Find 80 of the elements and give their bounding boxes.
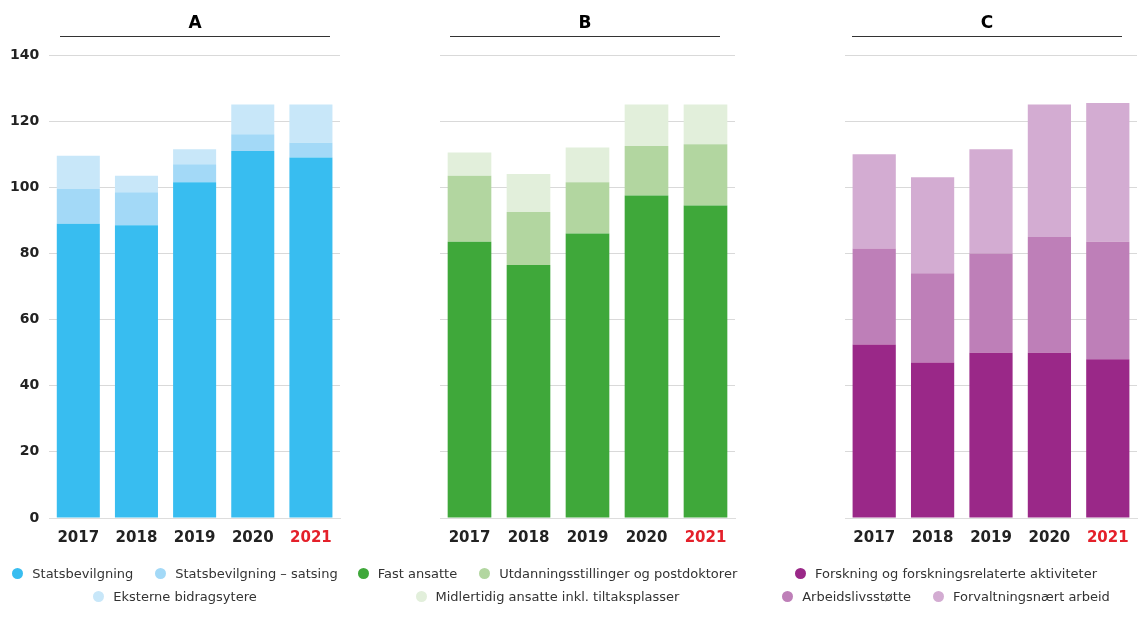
bar [910,362,955,518]
chart-title: C [852,12,1122,37]
bar [852,154,896,249]
bar [173,164,217,183]
bar [565,182,610,234]
x-tick-label: 2020 [231,527,274,546]
x-tick-label: 2020 [625,527,668,546]
y-tick-label: 0 [29,508,40,525]
x-tick-label: 2019 [970,527,1012,546]
legend-label: Statsbevilgning [32,566,134,581]
bar [114,175,158,193]
bar [231,134,275,151]
bar [624,195,669,518]
legend-label: Fast ansatte [377,566,458,581]
bar [1086,241,1130,360]
bar [624,145,669,196]
bar [624,104,669,146]
bar [683,205,728,518]
bar [447,241,492,518]
y-tick-label: 20 [19,442,40,459]
legend-label: Eksterne bidragsytere [113,589,257,604]
x-tick-label: 2018 [507,527,550,546]
chart-title: A [60,12,330,37]
bar [683,144,728,206]
y-tick-label: 40 [19,376,40,393]
x-tick-label: 2021 [684,527,727,546]
bar [506,265,551,518]
x-tick-label: 2020 [1028,527,1071,546]
bar [289,157,333,518]
y-tick-label: 80 [19,244,40,261]
bar [506,174,551,213]
bar [1027,352,1072,518]
bar [683,104,728,145]
bar [969,352,1013,518]
bar [565,233,610,518]
bar [447,152,492,176]
bar [969,253,1013,353]
legend-label: Utdanningsstillinger og postdoktorer [499,566,738,581]
x-tick-label: 2017 [57,527,100,546]
legend-label: Arbeidslivsstøtte [802,589,912,604]
bar [447,175,492,242]
bar [910,177,955,274]
x-tick-label: 2021 [290,527,332,546]
bar [565,147,610,183]
bar [506,212,551,265]
x-tick-label: 2018 [911,527,954,546]
bar [114,192,158,226]
x-tick-label: 2017 [448,527,491,546]
legend-label: Forvaltningsnært arbeid [953,589,1110,604]
bar [852,344,896,518]
x-tick-label: 2017 [853,527,896,546]
y-tick-label: 120 [9,111,40,128]
bar [289,142,333,158]
y-tick-label: 60 [19,310,40,327]
bar [114,225,158,518]
bar [289,104,333,143]
bar [1086,102,1130,242]
bar [910,273,955,363]
x-tick-label: 2018 [115,527,158,546]
legend-label: Midlertidig ansatte inkl. tiltaksplasser [435,589,680,604]
bar [1027,236,1072,353]
bar [56,188,100,224]
x-tick-label: 2021 [1086,527,1129,546]
x-tick-label: 2019 [173,527,216,546]
bar [173,149,217,165]
legend-label: Statsbevilgning – satsing [175,566,338,581]
bar [231,104,275,135]
bar [56,155,100,189]
chart-title: B [450,12,720,37]
bar [852,248,896,345]
x-tick-label: 2019 [566,527,609,546]
bar [969,149,1013,254]
bar [1027,104,1072,237]
legend-label: Forskning og forskningsrelaterte aktiviteter [814,566,1098,581]
bar [56,223,100,518]
y-tick-label: 140 [9,45,40,62]
y-tick-label: 100 [9,177,40,194]
bar [173,182,217,518]
bar [231,150,275,518]
bar [1086,359,1130,518]
